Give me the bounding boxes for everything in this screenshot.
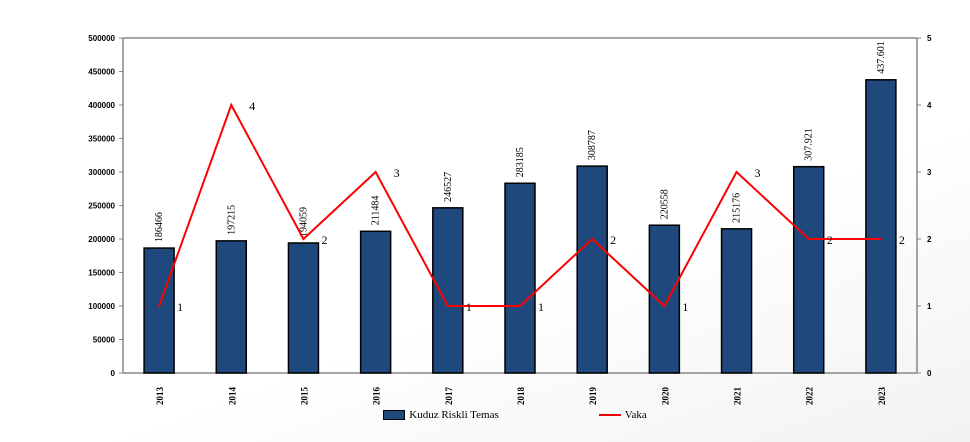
line-data-label: 1	[682, 300, 688, 314]
bar-data-label: 211484	[371, 196, 382, 226]
bar	[143, 247, 175, 374]
line-point	[663, 305, 666, 307]
x-tick-label: 2016	[372, 387, 382, 406]
y-left-tick-label: 400000	[88, 101, 115, 110]
x-tick-label: 2015	[299, 387, 309, 406]
bar	[215, 240, 248, 374]
y-right-tick-label: 0	[927, 369, 932, 378]
y-left-tick-label: 250000	[88, 202, 115, 211]
line-point	[735, 171, 738, 173]
bar	[792, 165, 825, 374]
bar-data-label: 307.921	[804, 128, 815, 161]
x-tick-label: 2013	[155, 387, 165, 406]
legend-label: Vaka	[624, 409, 647, 421]
x-tick-label: 2018	[516, 387, 526, 406]
x-tick-label: 2021	[733, 387, 743, 406]
line-point	[807, 238, 810, 240]
legend-swatch-line	[598, 414, 621, 416]
line-data-label: 1	[466, 300, 472, 314]
y-left-tick-label: 50000	[93, 336, 116, 345]
y-left-tick-label: 450000	[88, 68, 115, 77]
x-tick-label: 2017	[444, 387, 454, 406]
bar-data-label: 186466	[154, 212, 165, 242]
legend-item-bar: Kuduz Riskli Temas	[383, 409, 499, 421]
legend-item-line: Vaka	[598, 409, 647, 421]
line-data-label: 4	[249, 99, 255, 113]
bar	[648, 224, 681, 374]
legend-swatch-bar	[383, 410, 406, 420]
y-left-tick-label: 350000	[88, 135, 115, 144]
line-data-label: 3	[755, 166, 761, 180]
y-right-tick-label: 5	[927, 34, 932, 43]
line-data-label: 2	[610, 233, 616, 247]
y-left-tick-label: 150000	[88, 269, 115, 278]
bar	[865, 79, 897, 374]
bar-data-label: 246527	[443, 172, 454, 202]
bar-data-label: 194059	[298, 207, 309, 237]
y-left-tick-label: 100000	[88, 302, 115, 311]
bar-data-label: 308787	[587, 130, 598, 160]
x-tick-label: 2022	[805, 387, 815, 406]
line-data-label: 2	[899, 233, 905, 247]
bar	[287, 242, 320, 374]
line-data-label: 2	[321, 233, 327, 247]
line-point	[519, 305, 521, 307]
line-data-label: 2	[827, 233, 833, 247]
bar-data-label: 215176	[732, 193, 743, 223]
line-point	[374, 171, 377, 173]
bar	[504, 182, 536, 374]
line-point	[302, 238, 305, 240]
bar	[576, 165, 608, 374]
x-tick-label: 2023	[877, 387, 887, 406]
bar-data-label: 197215	[226, 205, 237, 235]
y-left-tick-label: 300000	[88, 168, 115, 177]
legend: Kuduz Riskli Temas Vaka	[0, 409, 970, 421]
line-data-label: 1	[177, 300, 183, 314]
bar-data-label: 220558	[659, 189, 670, 219]
x-tick-label: 2020	[660, 387, 670, 406]
x-tick-label: 2014	[227, 387, 237, 406]
bar	[359, 230, 392, 374]
y-right-tick-label: 4	[927, 101, 932, 110]
line-data-label: 3	[394, 166, 400, 180]
y-left-tick-label: 0	[111, 369, 116, 378]
bar	[720, 228, 753, 374]
line-point	[879, 238, 882, 240]
bar	[432, 207, 464, 374]
y-left-tick-label: 200000	[88, 235, 115, 244]
line-point	[446, 305, 449, 307]
bar-data-label: 283185	[515, 147, 526, 177]
y-right-tick-label: 2	[927, 235, 932, 244]
line-data-label: 1	[538, 300, 544, 314]
y-left-tick-label: 500000	[88, 34, 115, 43]
line-point	[230, 104, 233, 106]
y-right-tick-label: 3	[927, 168, 932, 177]
line-point	[158, 305, 161, 307]
bar-data-label: 437.601	[876, 41, 887, 74]
legend-label: Kuduz Riskli Temas	[409, 409, 499, 421]
x-tick-label: 2019	[588, 387, 598, 406]
y-right-tick-label: 1	[927, 302, 932, 311]
line-point	[591, 238, 594, 240]
